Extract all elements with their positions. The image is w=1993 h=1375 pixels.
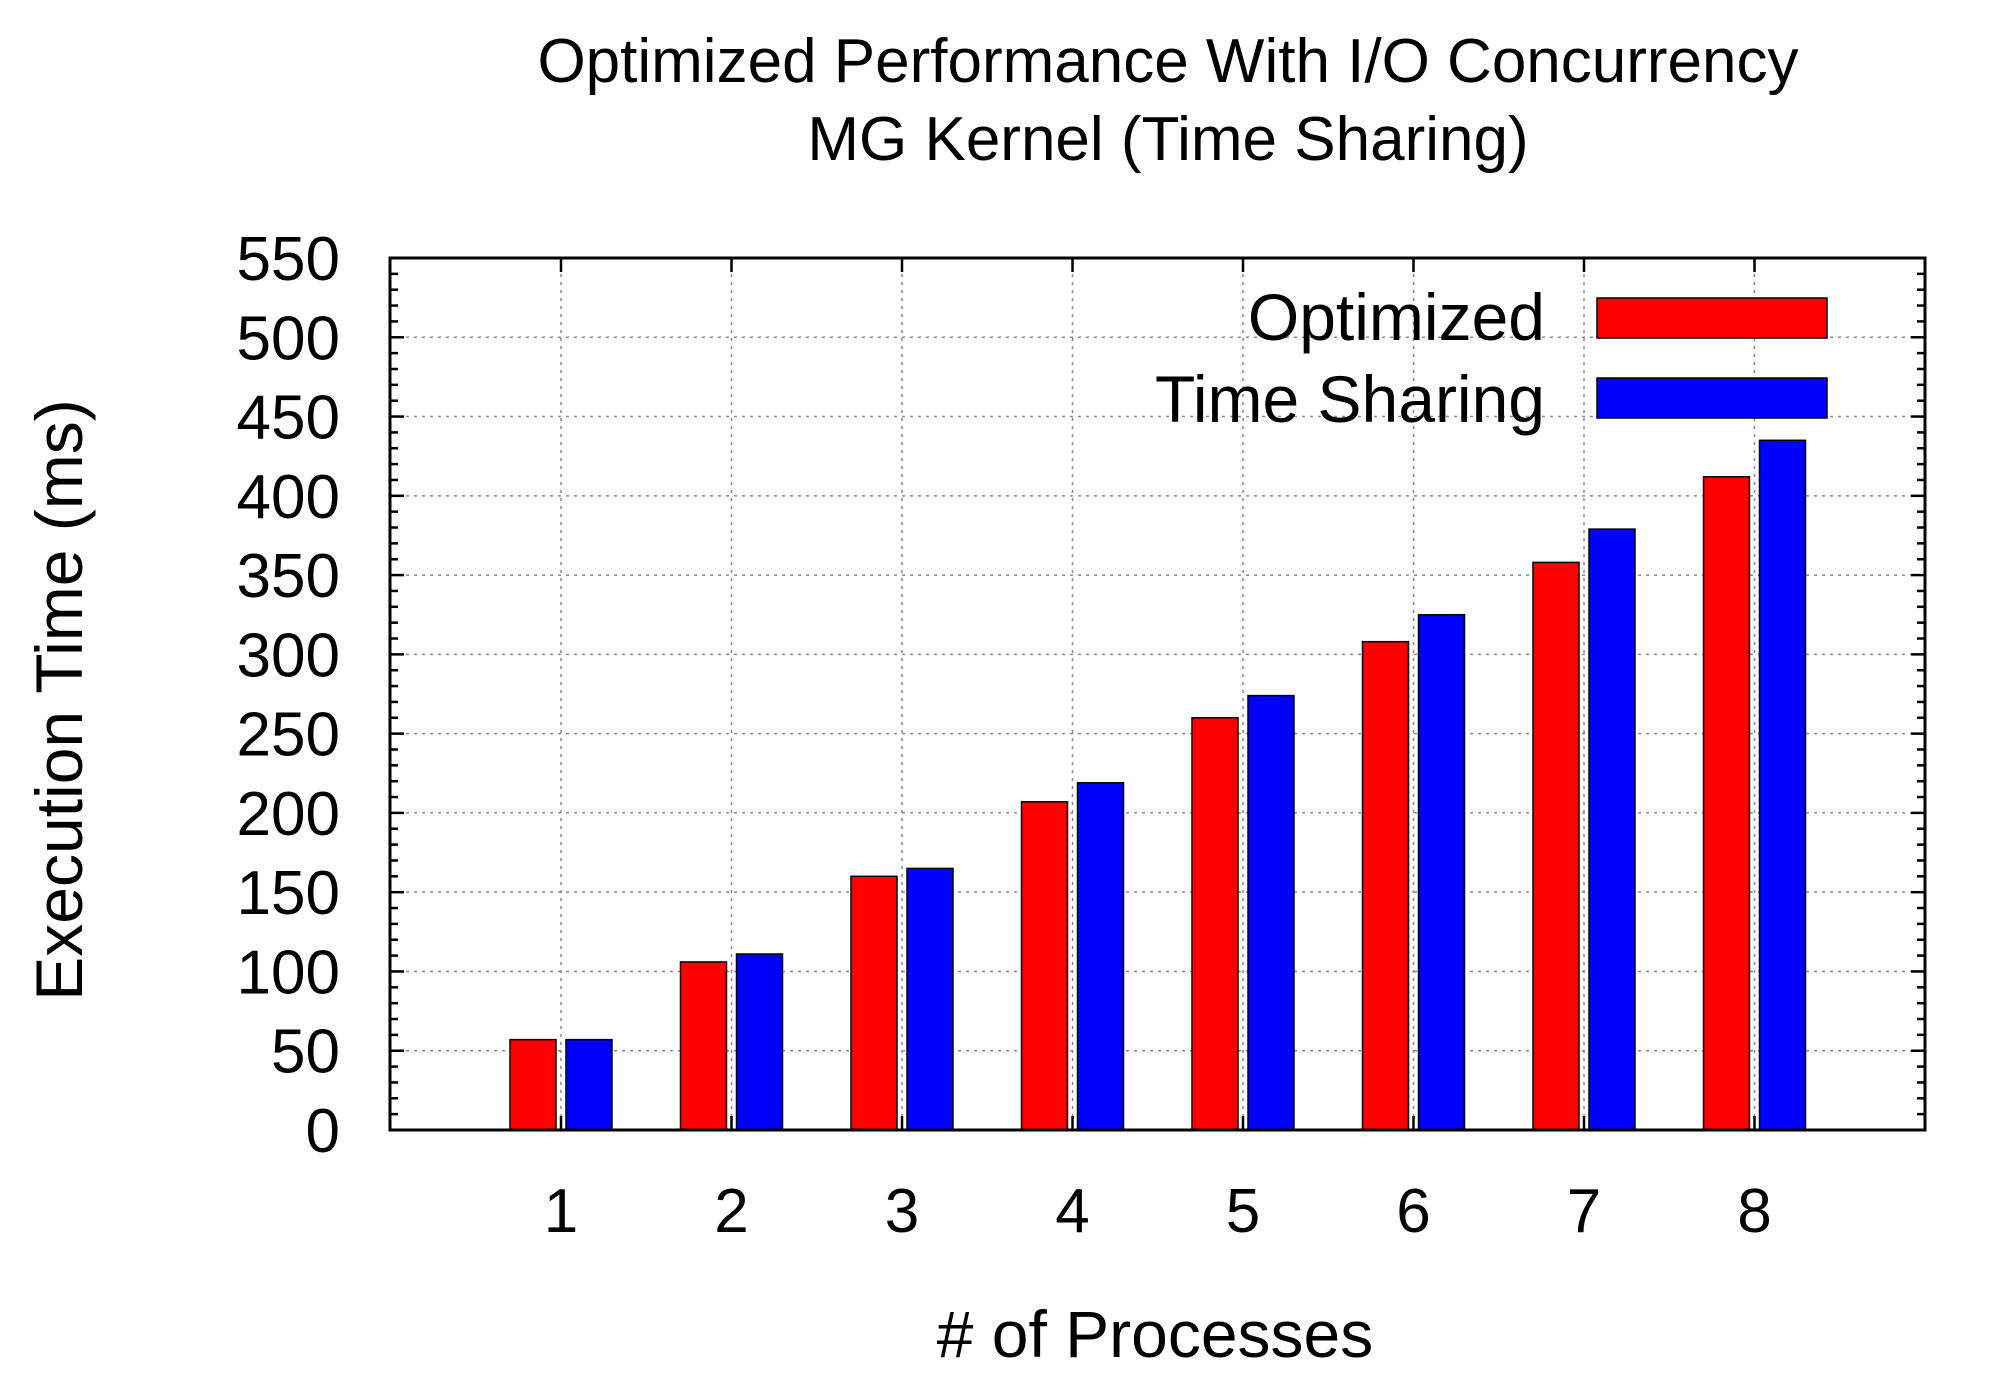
bar-time-sharing-4 (1076, 782, 1125, 1131)
legend-swatch-time-sharing (1596, 377, 1828, 419)
bar-time-sharing-6 (1417, 613, 1466, 1131)
y-tick-label: 50 (271, 1018, 340, 1087)
bars (509, 439, 1807, 1131)
x-tick-label: 1 (544, 1177, 578, 1246)
bar-optimized-2 (679, 961, 728, 1131)
y-tick-label: 550 (237, 225, 340, 294)
x-tick-label: 3 (885, 1177, 919, 1246)
legend-label-optimized: Optimized (1248, 280, 1545, 354)
tick-labels: 0 50 100 150 200 250 300 350 400 450 500 550 1 2 3 4 5 6 7… (237, 225, 1772, 1246)
x-tick-label: 4 (1055, 1177, 1089, 1246)
chart-title-line-2: MG Kernel (Time Sharing) (807, 105, 1528, 174)
bar-optimized-3 (850, 875, 898, 1131)
legend-swatch-optimized (1596, 297, 1828, 339)
bar-time-sharing-8 (1758, 439, 1807, 1131)
bar-optimized-5 (1191, 717, 1239, 1131)
legend-label-time-sharing: Time Sharing (1155, 362, 1545, 436)
bar-time-sharing-1 (565, 1038, 613, 1131)
y-tick-label: 200 (237, 780, 340, 849)
x-tick-label: 7 (1567, 1177, 1601, 1246)
bar-time-sharing-3 (906, 867, 954, 1131)
y-tick-label: 250 (237, 701, 340, 770)
bar-optimized-4 (1020, 801, 1069, 1131)
bar-optimized-6 (1361, 640, 1410, 1131)
y-tick-label: 450 (237, 384, 340, 453)
y-tick-label: 400 (237, 463, 340, 532)
y-tick-label: 300 (237, 621, 340, 690)
x-tick-label: 2 (714, 1177, 748, 1246)
bar-time-sharing-7 (1588, 528, 1636, 1131)
y-tick-label: 150 (237, 859, 340, 928)
bar-optimized-8 (1702, 476, 1751, 1131)
y-axis-title: Execution Time (ms) (22, 399, 96, 1000)
axis-ticks (390, 256, 1925, 1132)
plot-frame (388, 256, 1927, 1132)
bar-time-sharing-5 (1247, 694, 1295, 1131)
bar-optimized-1 (509, 1038, 557, 1131)
x-axis-title: # of Processes (937, 1297, 1374, 1371)
x-tick-label: 8 (1737, 1177, 1771, 1246)
chart-title-line-1: Optimized Performance With I/O Concurren… (537, 27, 1798, 96)
x-tick-label: 5 (1226, 1177, 1260, 1246)
y-tick-label: 0 (306, 1097, 340, 1166)
y-tick-label: 500 (237, 304, 340, 373)
legend: Optimized Time Sharing (1155, 280, 1828, 436)
bar-optimized-7 (1532, 561, 1580, 1131)
y-tick-label: 100 (237, 938, 340, 1007)
y-tick-label: 350 (237, 542, 340, 611)
x-tick-label: 6 (1396, 1177, 1430, 1246)
bar-time-sharing-2 (735, 953, 784, 1131)
